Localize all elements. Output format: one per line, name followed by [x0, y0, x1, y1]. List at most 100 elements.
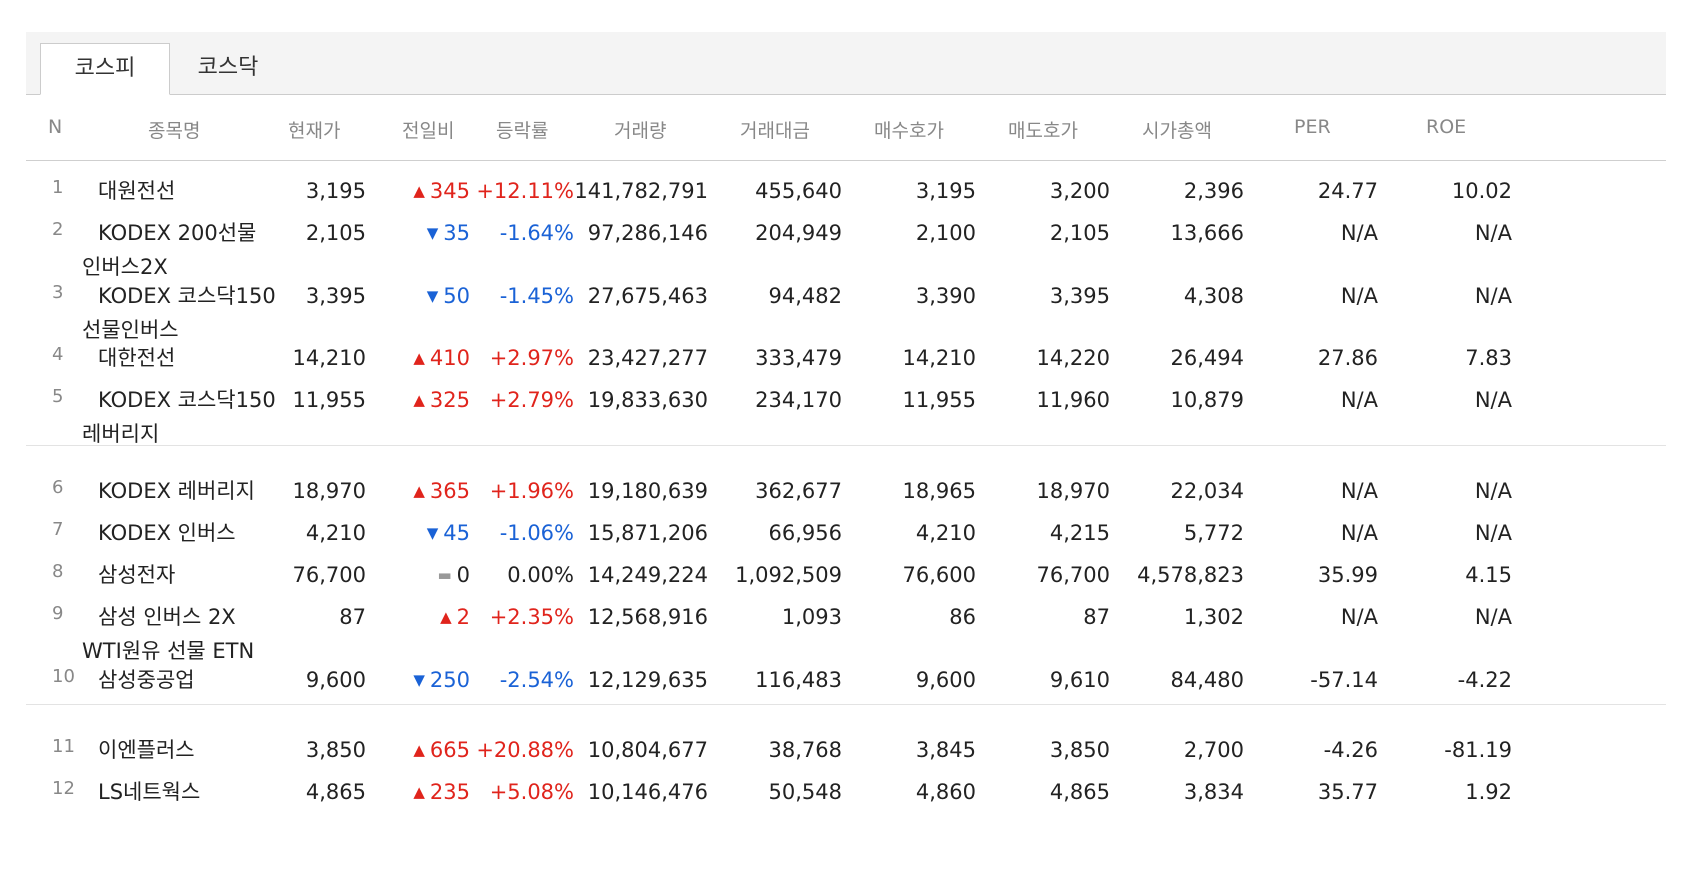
change-amount: 345	[429, 179, 470, 203]
stock-name-line: 대원전선	[98, 179, 176, 203]
rank-number: 3	[52, 282, 64, 303]
current-price: 9,600	[305, 668, 366, 692]
change-amount: 50	[443, 284, 470, 308]
triangle-up-icon: ▲	[440, 608, 452, 626]
trade-amount: 362,677	[755, 479, 842, 503]
stock-name-link[interactable]: 대원전선	[98, 174, 175, 208]
stock-name-link[interactable]: KODEX 레버리지	[98, 474, 255, 508]
change-amount: 250	[429, 668, 470, 692]
ask-price: 3,395	[1049, 284, 1110, 308]
stock-name-link[interactable]: 삼성전자	[98, 558, 175, 592]
bid-price: 9,600	[915, 668, 976, 692]
current-price: 4,865	[305, 780, 366, 804]
ask-price: 3,850	[1049, 738, 1110, 762]
per-value: N/A	[1340, 388, 1378, 412]
bid-price: 2,100	[915, 221, 976, 245]
change-amount: 365	[429, 479, 470, 503]
market-cap: 4,308	[1183, 284, 1244, 308]
ask-price: 9,610	[1049, 668, 1110, 692]
roe-value: N/A	[1474, 605, 1512, 629]
stock-name-link[interactable]: KODEX 코스닥150 선물인버스	[82, 279, 276, 347]
market-cap: 2,700	[1183, 738, 1244, 762]
stock-ranking-panel: 코스피 코스닥 N 종목명 현재가 전일비 등락률 거래량 거래대금 매수호가 …	[26, 32, 1666, 804]
current-price: 2,105	[305, 221, 366, 245]
market-cap: 5,772	[1183, 521, 1244, 545]
change-value: ▼ 35	[427, 216, 470, 250]
market-cap: 2,396	[1183, 179, 1244, 203]
per-value: N/A	[1340, 521, 1378, 545]
current-price: 4,210	[305, 521, 366, 545]
change-amount: 235	[429, 780, 470, 804]
change-value: ▼ 50	[427, 279, 470, 313]
stock-name-link[interactable]: KODEX 인버스	[98, 516, 236, 550]
per-value: 35.77	[1317, 780, 1378, 804]
stock-name-link[interactable]: 이엔플러스	[98, 733, 195, 767]
stock-name-line: 삼성 인버스 2X	[98, 605, 236, 629]
stock-name-line: 삼성중공업	[98, 668, 195, 692]
triangle-up-icon: ▲	[413, 349, 425, 367]
roe-value: -81.19	[1444, 738, 1512, 762]
trade-volume: 141,782,791	[574, 179, 708, 203]
rank-number: 5	[52, 386, 64, 407]
change-rate: +2.79%	[489, 388, 574, 412]
bid-price: 3,195	[915, 179, 976, 203]
stock-name-link[interactable]: KODEX 코스닥150 레버리지	[82, 383, 276, 451]
stock-name-line: LS네트웍스	[98, 780, 201, 804]
trade-volume: 10,146,476	[587, 780, 708, 804]
roe-value: -4.22	[1457, 668, 1512, 692]
ask-price: 2,105	[1049, 221, 1110, 245]
trade-volume: 14,249,224	[587, 563, 708, 587]
market-cap: 13,666	[1170, 221, 1244, 245]
change-rate: 0.00%	[507, 563, 574, 587]
column-header-volume: 거래량	[614, 120, 667, 142]
trade-volume: 10,804,677	[587, 738, 708, 762]
market-cap: 1,302	[1183, 605, 1244, 629]
rank-number: 8	[52, 561, 64, 582]
ask-price: 14,220	[1036, 346, 1110, 370]
tab-kospi[interactable]: 코스피	[40, 43, 170, 95]
triangle-up-icon: ▲	[413, 741, 425, 759]
stock-name-line: KODEX 200선물	[98, 221, 257, 245]
triangle-up-icon: ▲	[413, 482, 425, 500]
stock-name-line-continued: 인버스2X	[82, 255, 168, 279]
roe-value: 7.83	[1465, 346, 1512, 370]
market-cap: 22,034	[1170, 479, 1244, 503]
trade-volume: 97,286,146	[587, 221, 708, 245]
change-value: ▼ 250	[413, 663, 470, 697]
bid-price: 18,965	[902, 479, 976, 503]
ask-price: 87	[1083, 605, 1110, 629]
rank-number: 6	[52, 477, 64, 498]
rank-number: 1	[52, 177, 64, 198]
trade-amount: 455,640	[755, 179, 842, 203]
trade-volume: 12,129,635	[587, 668, 708, 692]
bid-price: 14,210	[902, 346, 976, 370]
stock-name-link[interactable]: 삼성 인버스 2X WTI원유 선물 ETN	[82, 600, 254, 668]
change-value: ▲ 365	[413, 474, 470, 508]
per-value: N/A	[1340, 284, 1378, 308]
current-price: 11,955	[292, 388, 366, 412]
current-price: 14,210	[292, 346, 366, 370]
tab-kosdaq[interactable]: 코스닥	[197, 55, 259, 80]
trade-amount: 116,483	[755, 668, 842, 692]
trade-amount: 1,093	[781, 605, 842, 629]
change-value: ▼ 45	[427, 516, 470, 550]
stock-name-link[interactable]: LS네트웍스	[98, 775, 200, 809]
per-value: N/A	[1340, 479, 1378, 503]
current-price: 87	[339, 605, 366, 629]
change-rate: +12.11%	[476, 179, 574, 203]
stock-name-line-continued: 레버리지	[82, 422, 160, 446]
ask-price: 18,970	[1036, 479, 1110, 503]
change-value: ▲ 325	[413, 383, 470, 417]
stock-name-link[interactable]: 삼성중공업	[98, 663, 195, 697]
column-header-rate: 등락률	[496, 120, 549, 142]
stock-name-line: KODEX 인버스	[98, 521, 236, 545]
trade-volume: 15,871,206	[587, 521, 708, 545]
trade-volume: 12,568,916	[587, 605, 708, 629]
change-value: ▲ 665	[413, 733, 470, 767]
stock-name-link[interactable]: 대한전선	[98, 341, 175, 375]
trade-volume: 19,180,639	[587, 479, 708, 503]
stock-name-line: KODEX 레버리지	[98, 479, 255, 503]
roe-value: N/A	[1474, 388, 1512, 412]
bid-price: 4,860	[915, 780, 976, 804]
